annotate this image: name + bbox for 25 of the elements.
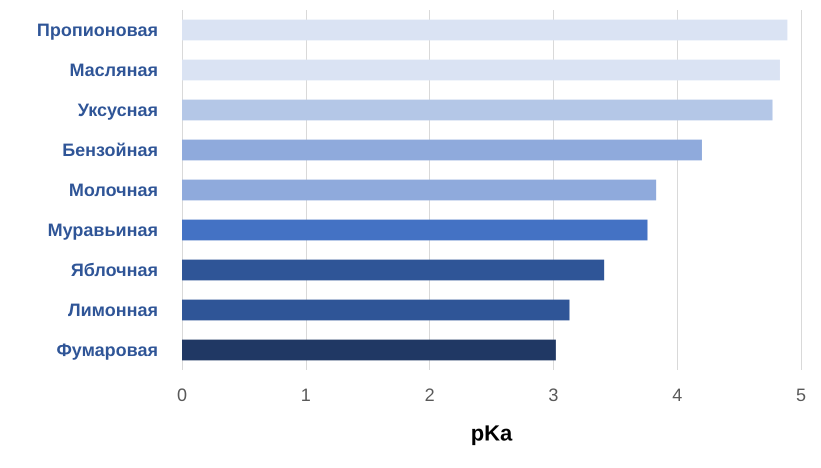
bar <box>182 340 556 360</box>
y-tick-label: Бензойная <box>62 140 158 160</box>
y-tick-label: Яблочная <box>70 260 158 280</box>
bar <box>182 180 656 200</box>
y-tick-label: Масляная <box>69 60 158 80</box>
y-tick-label: Муравьиная <box>48 220 158 240</box>
bar <box>182 60 780 80</box>
x-tick-label: 2 <box>424 385 435 405</box>
x-tick-label: 0 <box>176 385 188 405</box>
x-axis-title: pKa <box>470 420 514 446</box>
y-tick-label: Пропионовая <box>36 20 158 40</box>
bar <box>182 220 648 240</box>
y-tick-label: Лимонная <box>68 300 158 320</box>
bar <box>182 140 702 160</box>
y-tick-label: Фумаровая <box>56 340 158 360</box>
bar <box>182 100 773 120</box>
x-tick-label: 5 <box>796 385 806 405</box>
y-tick-label: Уксусная <box>78 100 158 120</box>
bar <box>182 20 788 40</box>
x-tick-label: 1 <box>300 385 311 405</box>
x-tick-label: 3 <box>548 385 558 405</box>
bar <box>182 300 570 320</box>
bar <box>182 260 604 280</box>
x-tick-label: 4 <box>672 385 682 405</box>
y-tick-label: Молочная <box>68 180 158 200</box>
